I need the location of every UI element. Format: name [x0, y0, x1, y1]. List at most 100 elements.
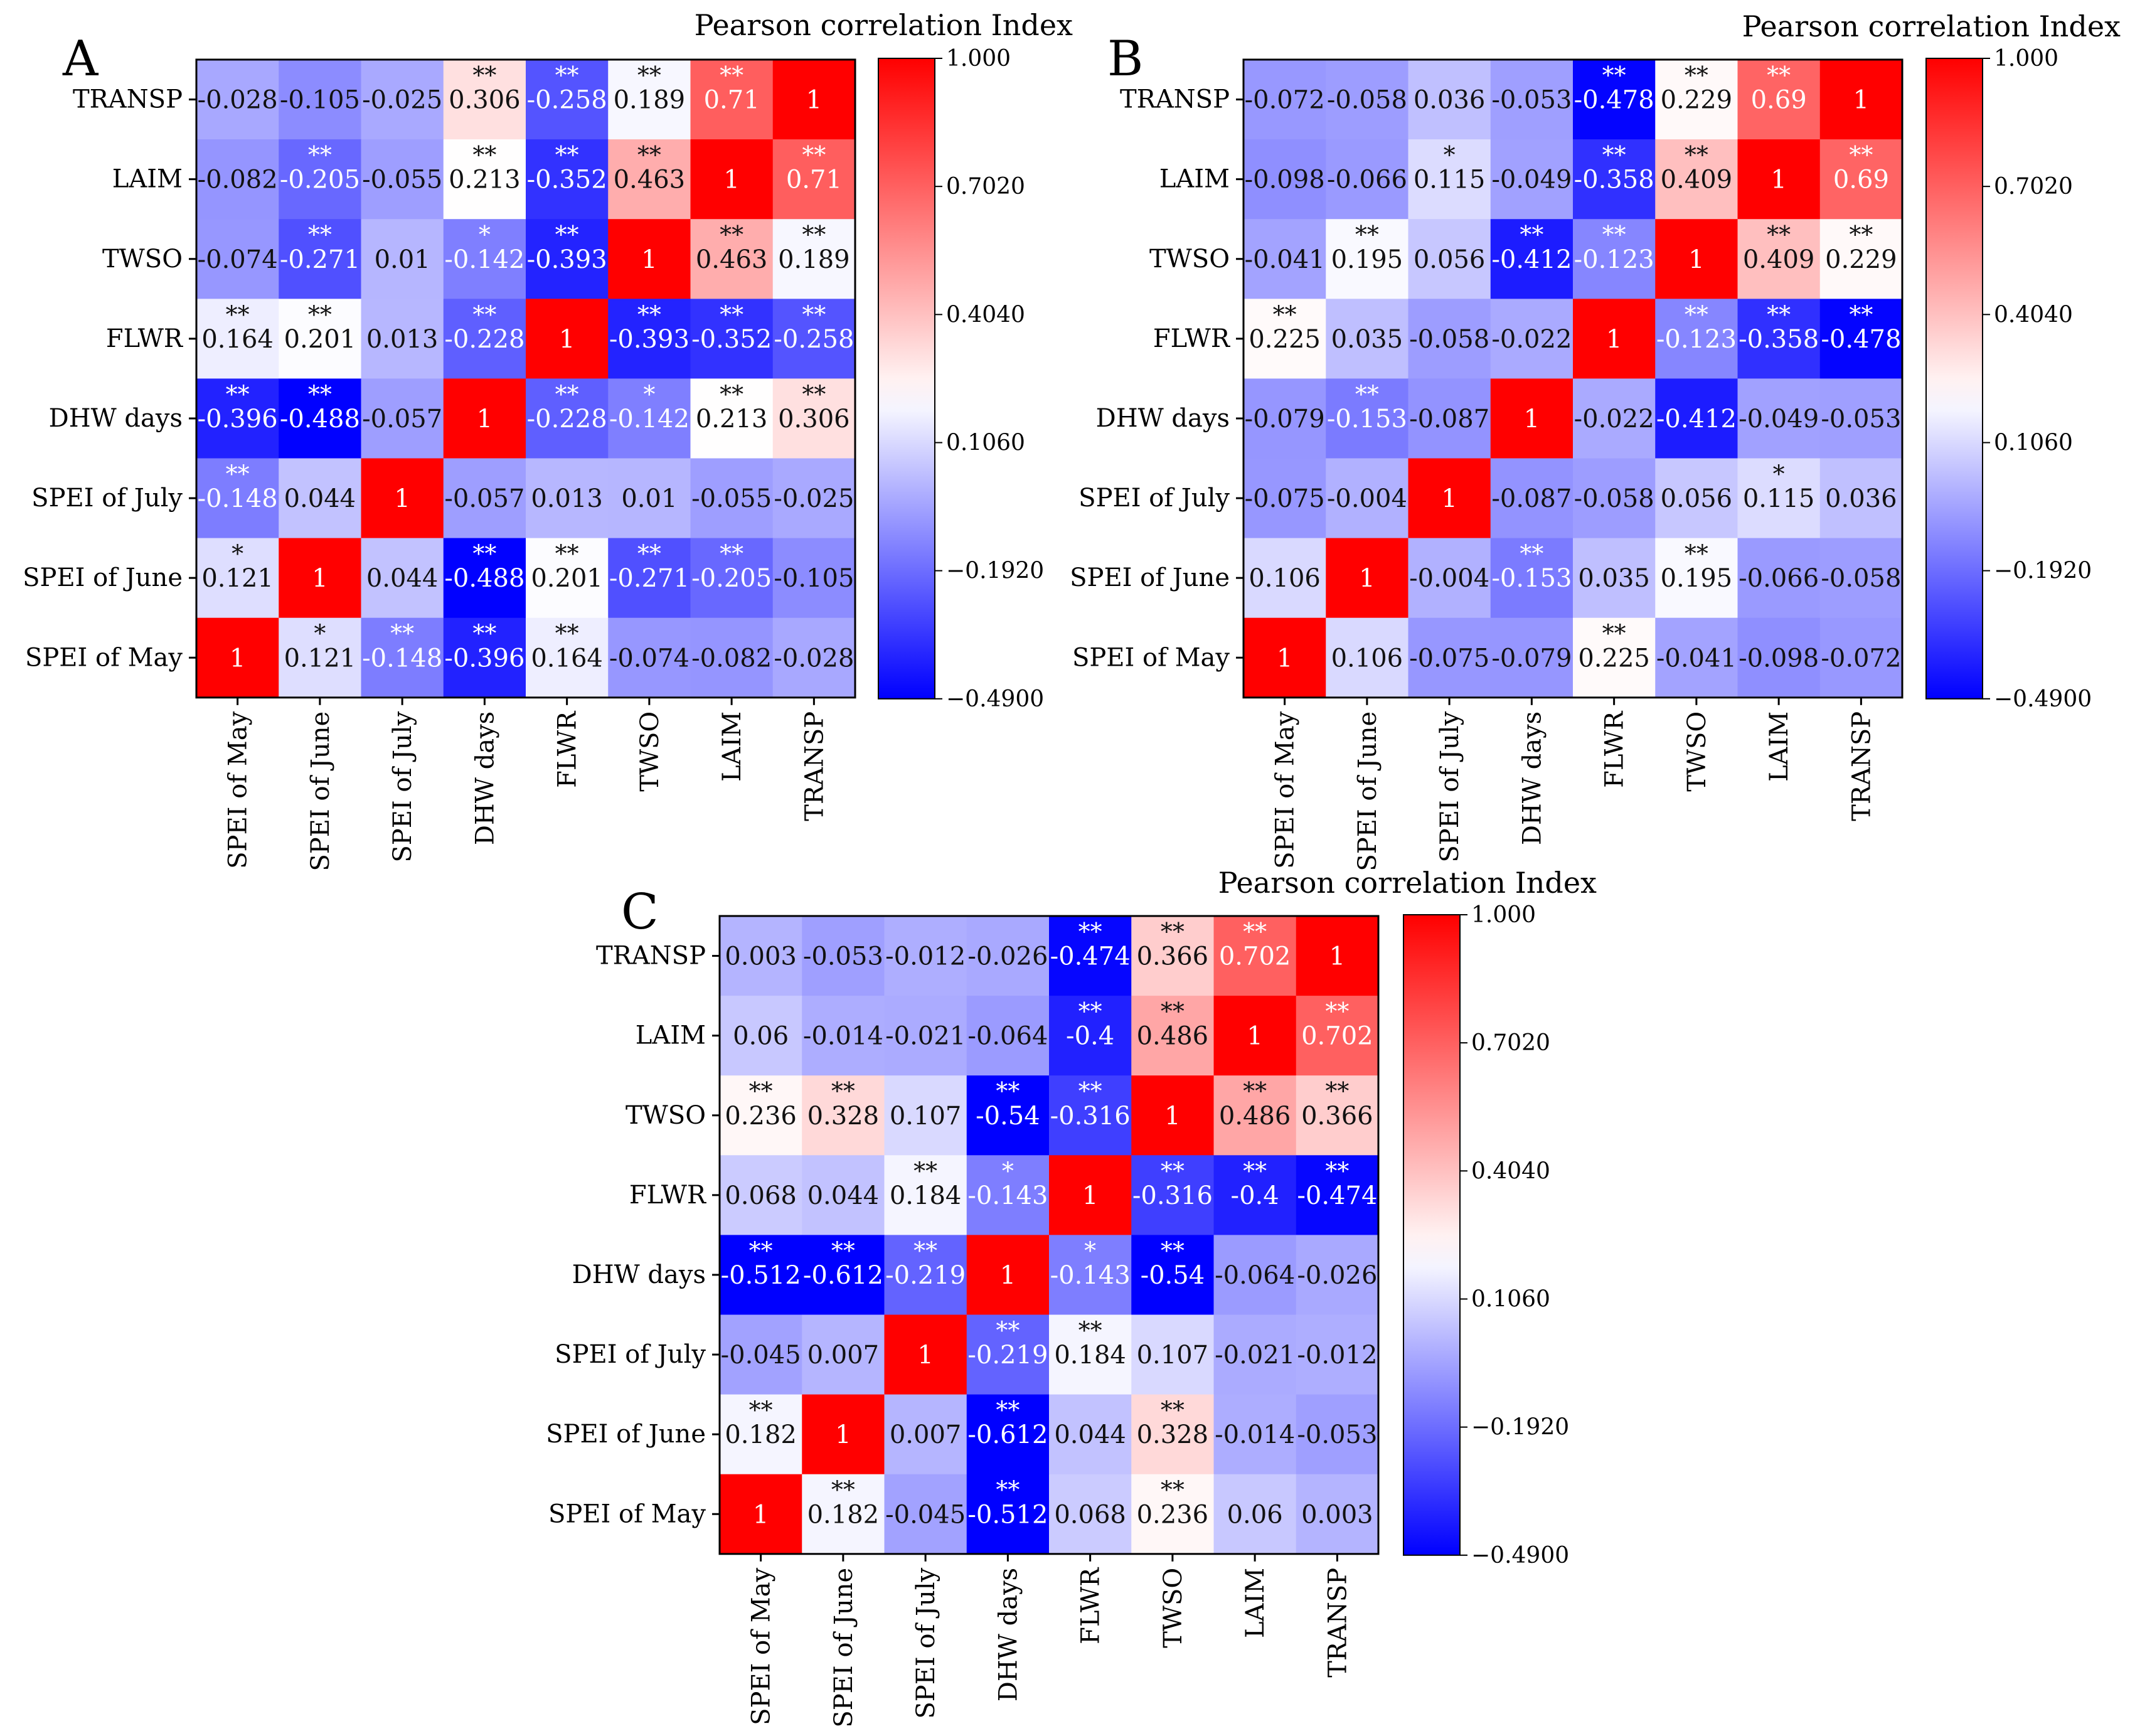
cell-value: 0.106	[1331, 644, 1403, 673]
heatmap-cell	[966, 1314, 1050, 1395]
heatmap-cell	[1408, 139, 1491, 220]
cell-value: -0.105	[280, 86, 360, 115]
heatmap-cell	[1408, 299, 1491, 379]
cell-value: 0.068	[1054, 1500, 1126, 1529]
significance-mark: **	[637, 540, 661, 568]
cell-value: 1	[917, 1341, 933, 1370]
cell-value: -0.142	[609, 405, 690, 434]
significance-mark: **	[996, 1476, 1020, 1504]
cell-value: -0.072	[1245, 86, 1325, 115]
colorbar-title: Pearson correlation Index	[695, 8, 1073, 42]
cell-value: -0.045	[885, 1500, 966, 1529]
heatmap-cell	[1296, 1155, 1379, 1235]
cell-value: -0.205	[691, 564, 772, 593]
heatmap-cell	[1408, 219, 1491, 299]
significance-mark: **	[1849, 221, 1873, 248]
cell-value: 0.306	[778, 405, 850, 434]
y-tick-label: DHW days	[572, 1260, 706, 1289]
heatmap-cell	[443, 299, 526, 379]
heatmap-cell	[1296, 1235, 1379, 1316]
cell-value: 0.236	[1137, 1500, 1209, 1529]
cell-value: -0.258	[774, 325, 854, 354]
heatmap-cell	[884, 1394, 967, 1475]
cell-value: 0.69	[1833, 166, 1889, 194]
colorbar	[1403, 914, 1461, 1556]
colorbar-tick-label: 0.1060	[946, 430, 1025, 455]
significance-mark: **	[913, 1237, 937, 1264]
cell-value: -0.087	[1409, 405, 1489, 434]
colorbar-tick-label: 0.7020	[1994, 174, 2073, 200]
cell-value: -0.205	[280, 166, 360, 194]
significance-mark: **	[226, 461, 250, 488]
heatmap-cell	[1819, 60, 1903, 140]
heatmap-cell	[720, 1314, 802, 1395]
cell-value: 0.164	[531, 644, 603, 673]
cell-value: -0.021	[1215, 1341, 1295, 1370]
y-tick-label: LAIM	[112, 165, 183, 194]
heatmap-cell	[196, 378, 279, 459]
significance-mark: *	[479, 221, 491, 248]
heatmap-cell	[690, 299, 774, 379]
heatmap-cell	[526, 617, 609, 698]
heatmap-cell	[1408, 60, 1491, 140]
colorbar	[1925, 58, 1983, 700]
cell-value: 0.007	[807, 1341, 880, 1370]
significance-mark: **	[1685, 61, 1708, 89]
cell-value: -0.014	[1215, 1420, 1295, 1449]
cell-value: 0.184	[1054, 1341, 1126, 1370]
cell-value: -0.474	[1297, 1181, 1377, 1210]
cell-value: 0.107	[890, 1102, 962, 1131]
significance-mark: **	[1078, 1077, 1102, 1105]
cell-value: -0.512	[721, 1261, 801, 1290]
heatmap-cell	[608, 139, 691, 220]
heatmap-cell	[1131, 1235, 1215, 1316]
heatmap-cell	[1819, 378, 1903, 459]
cell-value: 0.044	[284, 484, 356, 513]
significance-mark: *	[314, 620, 326, 647]
heatmap-cell	[1655, 219, 1739, 299]
significance-mark: **	[720, 380, 743, 408]
heatmap-cell	[772, 538, 856, 619]
cell-value: 0.06	[1227, 1500, 1283, 1529]
cell-value: 0.056	[1414, 245, 1486, 274]
cell-value: -0.026	[967, 942, 1048, 971]
heatmap-cell	[1049, 1474, 1132, 1555]
significance-mark: **	[1355, 380, 1379, 408]
heatmap-cell	[884, 1474, 967, 1555]
heatmap-cell	[1573, 299, 1656, 379]
cell-value: 1	[559, 325, 575, 354]
heatmap-cell	[802, 1314, 885, 1395]
cell-value: 1	[753, 1500, 769, 1529]
heatmap-cell	[772, 60, 856, 140]
heatmap-cell	[196, 139, 279, 220]
cell-value: -0.54	[1141, 1261, 1205, 1290]
significance-mark: **	[913, 1157, 937, 1185]
cell-value: 0.486	[1137, 1022, 1209, 1051]
cell-value: -0.352	[527, 166, 607, 194]
x-tick-label: TRANSP	[1847, 711, 1876, 821]
heatmap-cell	[1213, 1235, 1297, 1316]
cell-value: 0.71	[704, 86, 760, 115]
cell-value: 0.213	[696, 405, 768, 434]
heatmap-cell	[884, 1075, 967, 1156]
cell-value: 1	[394, 484, 410, 513]
cell-value: 0.225	[1249, 325, 1321, 354]
cell-value: 0.195	[1661, 564, 1733, 593]
cell-value: 1	[1524, 405, 1540, 434]
heatmap-cell	[1573, 219, 1656, 299]
x-tick-label: LAIM	[1765, 711, 1794, 782]
cell-value: 0.182	[807, 1500, 880, 1529]
cell-value: -0.066	[1739, 564, 1819, 593]
cell-value: -0.148	[362, 644, 442, 673]
significance-mark: **	[472, 540, 496, 568]
x-tick-label: SPEI of June	[306, 711, 335, 871]
heatmap-cell	[1243, 378, 1326, 459]
heatmap-cell	[443, 617, 526, 698]
cell-value: -0.153	[1327, 405, 1407, 434]
significance-mark: **	[308, 380, 332, 408]
cell-value: 0.409	[1661, 166, 1733, 194]
heatmap-cell	[1573, 617, 1656, 698]
heatmap-cell	[1737, 219, 1821, 299]
heatmap-cell	[443, 538, 526, 619]
